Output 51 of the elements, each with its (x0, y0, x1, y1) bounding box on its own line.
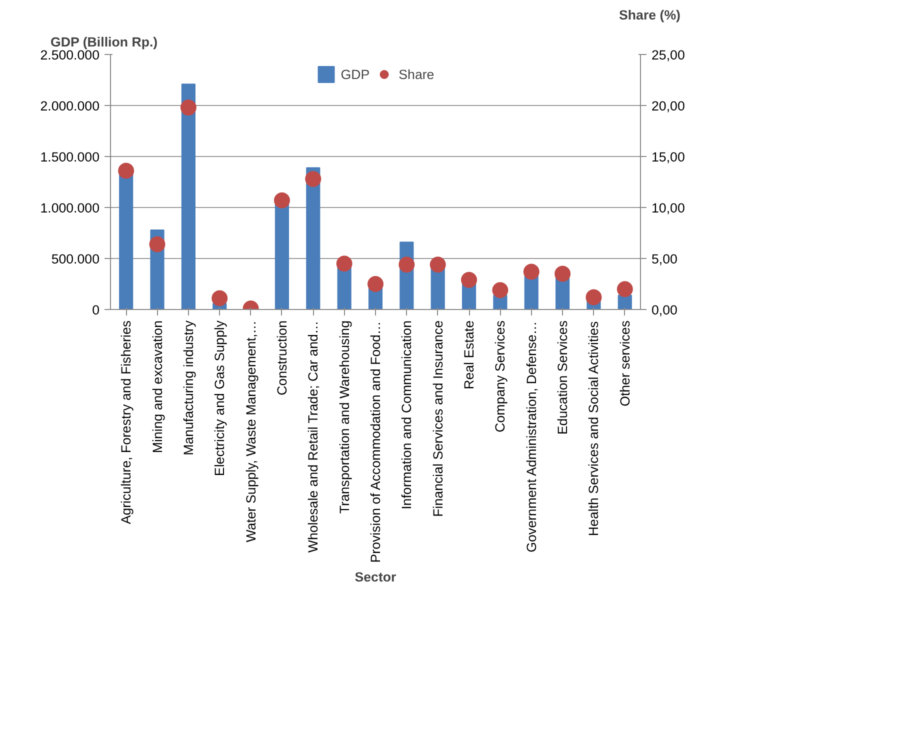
x-tick-label: Water Supply, Waste Management,… (243, 320, 258, 542)
x-tick-label: Electricity and Gas Supply (212, 320, 228, 476)
x-tick-label: Transportation and Warehousing (336, 320, 352, 514)
bar (181, 84, 196, 310)
y-tick-label: 1.500.000 (40, 150, 100, 164)
x-tick-label: Other services (617, 320, 632, 406)
x-tick-label: Real Estate (462, 320, 477, 390)
point (492, 282, 508, 298)
point (616, 281, 633, 298)
x-tick-label: Manufacturing industry (180, 320, 196, 456)
y-tick-label: 500.000 (51, 252, 100, 266)
point (523, 264, 540, 280)
x-axis-title: Sector (354, 570, 396, 585)
bar (306, 167, 320, 310)
y2-tick-label: 15,00 (652, 150, 685, 164)
y2-tick-label: 10,00 (652, 200, 685, 216)
y-tick-label: 0 (92, 302, 100, 318)
point (149, 236, 166, 252)
x-tick-label: Health Services and Social Activities (586, 320, 602, 536)
y-tick-label: 2.000.000 (40, 98, 100, 114)
y2-axis-title: Share (%) (619, 8, 681, 22)
x-tick-label: Provision of Accommodation and Food… (368, 321, 383, 563)
point (180, 100, 196, 116)
x-tick-label: Education Services (555, 320, 570, 435)
y-tick-label: 1.000.000 (40, 200, 100, 216)
point (118, 162, 134, 179)
x-tick-label: Company Services (492, 320, 508, 432)
legend-label: GDP (340, 66, 370, 82)
x-tick-label: Agriculture, Forestry and Fisheries (118, 320, 134, 524)
x-tick-label: Financial Services and Insurance (430, 320, 446, 517)
y2-tick-label: 5,00 (652, 252, 678, 266)
point (368, 276, 384, 292)
x-tick-label: Mining and excavation (150, 320, 165, 454)
legend-label: Share (398, 66, 434, 82)
x-tick-label: Information and Communication (399, 320, 414, 510)
point (212, 290, 228, 306)
point (305, 170, 322, 187)
point (461, 272, 478, 288)
point (430, 256, 446, 273)
point (274, 192, 290, 208)
point (336, 256, 352, 272)
point (554, 266, 571, 282)
y-axis-title: GDP (Billion Rp.) (50, 34, 158, 50)
x-tick-label: Government Administration, Defense… (524, 321, 539, 552)
point (586, 289, 602, 306)
point (398, 256, 415, 273)
x-tick-label: Wholesale and Retail Trade; Car and… (306, 320, 321, 553)
y2-tick-label: 20,00 (652, 98, 685, 114)
x-tick-label: Construction (274, 320, 290, 396)
y2-tick-label: 0,00 (652, 302, 678, 318)
y2-tick-label: 25,00 (652, 48, 685, 62)
